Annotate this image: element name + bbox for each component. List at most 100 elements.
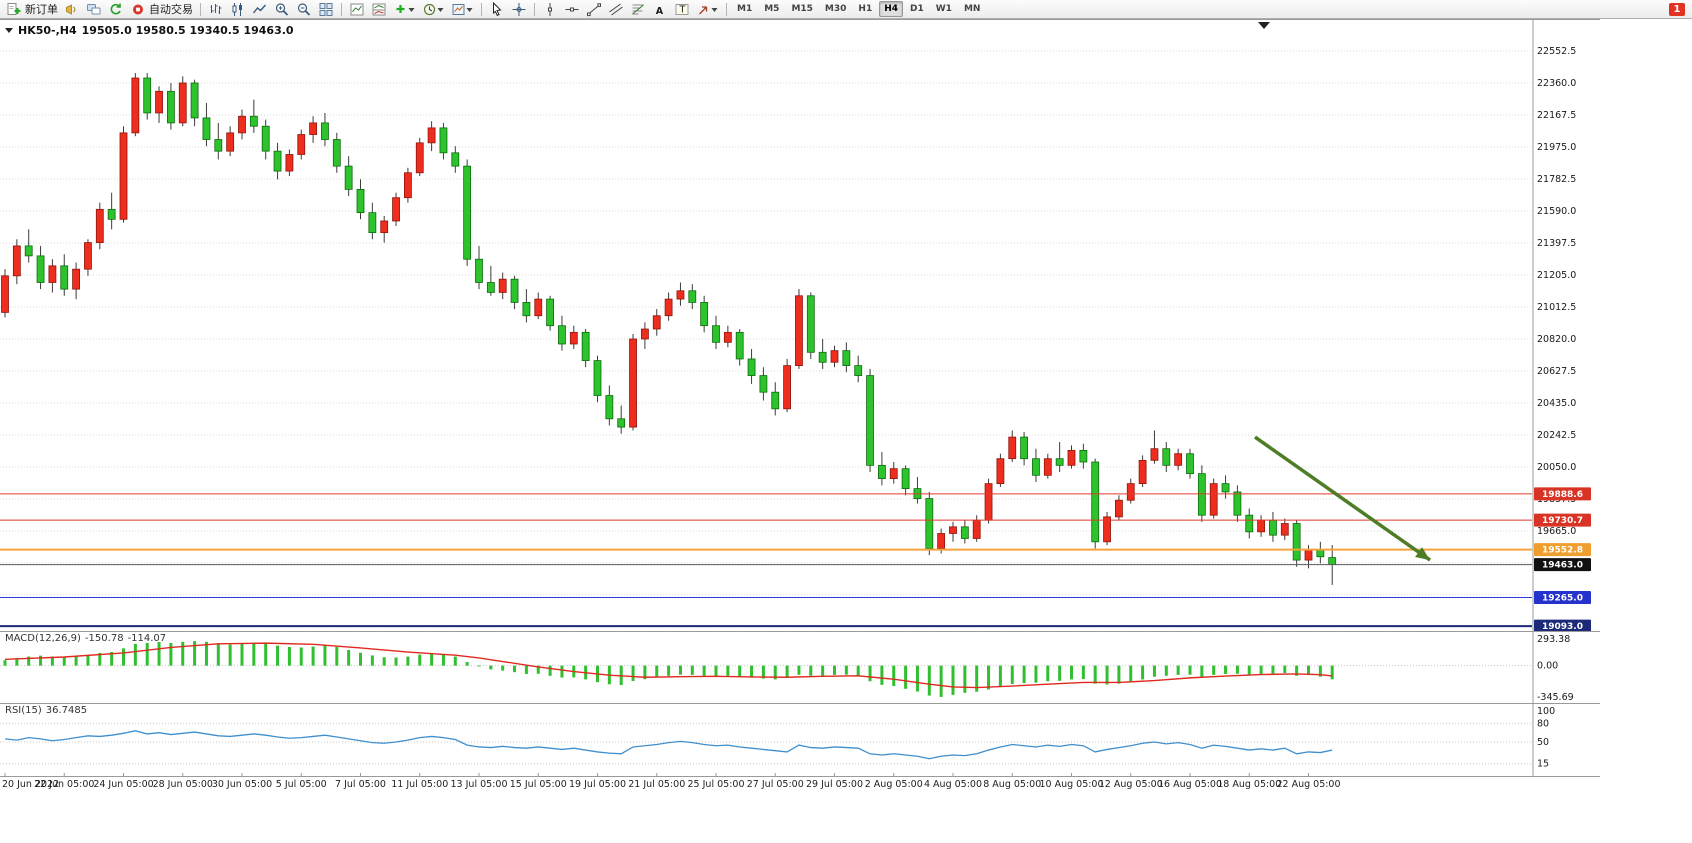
price-gridlines: 22552.5 22360.0 22167.5 21975.0 21782.5 21590… <box>0 46 1576 631</box>
tile-windows-button[interactable] <box>315 1 337 18</box>
horn-icon <box>66 3 76 15</box>
svg-text:22360.0: 22360.0 <box>1537 78 1576 89</box>
horizontal-line-button[interactable] <box>561 1 583 18</box>
cursor-icon <box>493 1 502 16</box>
svg-text:19665.0: 19665.0 <box>1537 526 1576 537</box>
svg-text:20627.5: 20627.5 <box>1537 366 1576 377</box>
chart-ohlc: 19505.0 19580.5 19340.5 19463.0 <box>81 24 294 37</box>
bar-chart-button[interactable] <box>205 1 227 18</box>
macd-histogram <box>3 641 1334 697</box>
time-axis-label: 8 Aug 05:00 <box>983 779 1042 790</box>
time-axis-label: 10 Aug 05:00 <box>1039 779 1104 790</box>
timeframe-m1[interactable]: M1 <box>732 1 757 17</box>
new-order-button[interactable]: 新订单 <box>3 1 61 18</box>
text-a-icon: A <box>656 6 664 17</box>
zoom-out-button[interactable] <box>293 1 315 18</box>
time-axis-label: 16 Aug 05:00 <box>1157 779 1223 790</box>
trendline-button[interactable] <box>583 1 605 18</box>
refresh-icon <box>110 3 121 14</box>
main-chart-canvas[interactable]: 22552.5 22360.0 22167.5 21975.0 21782.5 21590… <box>0 19 1692 631</box>
time-axis-label: 12 Aug 05:00 <box>1098 779 1163 790</box>
time-axis-label: 19 Jul 05:00 <box>569 779 626 790</box>
timeframe-h4[interactable]: H4 <box>879 1 903 17</box>
macd-main-value: -150.78 <box>84 633 124 644</box>
template-icon <box>452 3 473 15</box>
timeframe-d1[interactable]: D1 <box>905 1 929 17</box>
text-button[interactable]: A <box>649 1 671 18</box>
svg-text:80: 80 <box>1537 718 1549 729</box>
candlesticks <box>1 73 1337 585</box>
time-axis-label: 30 Jun 05:00 <box>211 779 273 790</box>
time-axis-label: 4 Aug 05:00 <box>923 779 983 790</box>
chart-title: HK50-,H4 19505.0 19580.5 19340.5 19463.0 <box>5 24 294 37</box>
svg-text:15: 15 <box>1537 759 1549 770</box>
svg-text:21782.5: 21782.5 <box>1537 174 1576 185</box>
macd-panel-canvas[interactable]: 293.38 0.00 -345.69 <box>0 631 1692 703</box>
toolbar-separator <box>481 2 482 16</box>
svg-text:21975.0: 21975.0 <box>1537 142 1576 153</box>
toolbar-separator <box>341 2 342 16</box>
zoom-in-button[interactable] <box>271 1 293 18</box>
text-label-icon: T <box>675 3 689 15</box>
new-order-label: 新订单 <box>25 4 58 16</box>
time-axis-label: 7 Jul 05:00 <box>335 779 386 790</box>
svg-text:50: 50 <box>1537 737 1549 748</box>
svg-text:19552.8: 19552.8 <box>1542 546 1583 556</box>
svg-text:293.38: 293.38 <box>1537 634 1570 645</box>
autotrading-button[interactable]: 自动交易 <box>127 1 196 18</box>
time-axis-label: 28 Jun 05:00 <box>152 779 213 790</box>
text-label-button[interactable]: T <box>671 1 693 18</box>
candle-chart-button[interactable] <box>227 1 249 18</box>
autotrading-status-icon <box>133 4 143 14</box>
vertical-line-button[interactable] <box>539 1 561 18</box>
time-axis-label: 11 Jul 05:00 <box>391 779 449 790</box>
line-chart-icon <box>252 4 267 13</box>
toolbar: 新订单 自动交易 <box>0 0 1692 19</box>
timeframe-m30[interactable]: M30 <box>820 1 851 17</box>
templates-dropdown[interactable] <box>448 1 477 18</box>
time-axis-label: 22 Aug 05:00 <box>1276 779 1341 790</box>
svg-text:A: A <box>656 6 664 17</box>
candlestick-chart-icon <box>232 2 242 16</box>
periods-dropdown[interactable] <box>419 1 448 18</box>
line-chart-button[interactable] <box>249 1 271 18</box>
chart-symbol-period: HK50-,H4 <box>18 24 77 37</box>
time-axis-label: 29 Jul 05:00 <box>806 779 863 790</box>
sounds-button[interactable] <box>61 1 83 18</box>
fibonacci-button[interactable] <box>627 1 649 18</box>
indicators-icon <box>350 3 364 15</box>
timeframe-h1[interactable]: H1 <box>853 1 877 17</box>
chart-menu-icon[interactable] <box>5 28 13 33</box>
macd-signal-line <box>4 642 1333 689</box>
time-axis-label: 20 Jun 2022 <box>2 779 60 790</box>
arrows-icon <box>699 5 718 14</box>
chart-shift-marker[interactable] <box>1258 22 1270 29</box>
zoom-out-icon <box>297 2 311 16</box>
trend-arrow-annotation[interactable] <box>1253 435 1432 562</box>
add-indicator-dropdown[interactable] <box>390 1 419 18</box>
cursor-button[interactable] <box>486 1 508 18</box>
timeframe-w1[interactable]: W1 <box>931 1 957 17</box>
timeframe-mn[interactable]: MN <box>959 1 986 17</box>
timeframe-m15[interactable]: M15 <box>786 1 817 17</box>
add-indicator-icon <box>396 4 415 13</box>
macd-label: MACD(12,26,9) -150.78 -114.07 <box>5 633 170 644</box>
timeframe-m5[interactable]: M5 <box>759 1 784 17</box>
indicator-window-button[interactable] <box>368 1 390 18</box>
arrows-dropdown[interactable] <box>693 1 722 18</box>
zoom-in-icon <box>275 2 289 16</box>
refresh-button[interactable] <box>105 1 127 18</box>
price-level-lines[interactable]: 19888.6 19730.7 19552.8 19463.0 19265.0 19093… <box>0 487 1591 631</box>
toolbar-separator <box>200 2 201 16</box>
time-axis-label: 2 Aug 05:00 <box>864 779 923 790</box>
time-axis-label: 24 Jun 05:00 <box>93 779 154 790</box>
svg-text:22552.5: 22552.5 <box>1537 46 1576 57</box>
indicators-button[interactable] <box>346 1 368 18</box>
toolbar-separator <box>726 2 727 16</box>
crosshair-button[interactable] <box>508 1 530 18</box>
community-button[interactable] <box>83 1 105 18</box>
notification-badge[interactable]: 1 <box>1669 2 1685 16</box>
channel-button[interactable] <box>605 1 627 18</box>
svg-text:T: T <box>679 4 686 15</box>
